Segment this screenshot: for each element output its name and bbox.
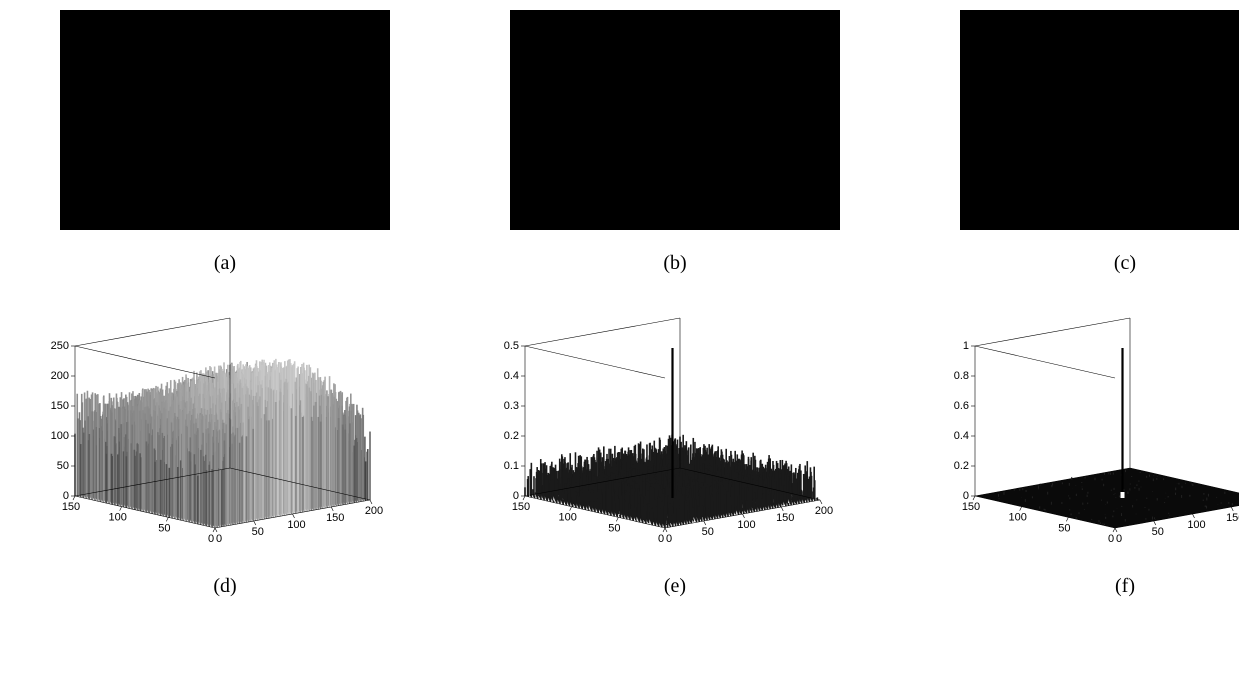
panel-a-image bbox=[60, 10, 390, 230]
svg-text:0: 0 bbox=[216, 533, 222, 545]
svg-text:50: 50 bbox=[252, 526, 264, 538]
svg-text:0: 0 bbox=[208, 533, 214, 545]
svg-text:100: 100 bbox=[51, 430, 69, 442]
panel-b-image bbox=[510, 10, 840, 230]
plot-d-svg: 050100150200250050100150200050100150 bbox=[40, 303, 410, 553]
plot-e: 00.10.20.30.40.5050100150200050100150 bbox=[490, 303, 860, 553]
plot-d: 050100150200250050100150200050100150 bbox=[40, 303, 410, 553]
svg-text:50: 50 bbox=[57, 460, 69, 472]
svg-text:50: 50 bbox=[158, 522, 170, 534]
svg-text:150: 150 bbox=[51, 400, 69, 412]
caption-c: (c) bbox=[940, 240, 1239, 293]
plot-e-svg: 00.10.20.30.40.5050100150200050100150 bbox=[490, 303, 860, 553]
panel-c-image bbox=[960, 10, 1239, 230]
caption-e: (e) bbox=[490, 563, 860, 616]
caption-b: (b) bbox=[490, 240, 860, 293]
svg-text:150: 150 bbox=[62, 501, 80, 513]
svg-text:150: 150 bbox=[326, 512, 344, 524]
caption-f: (f) bbox=[940, 563, 1239, 616]
svg-text:200: 200 bbox=[51, 370, 69, 382]
plot-f-svg: 00.20.40.60.81050100150200050100150 bbox=[940, 303, 1239, 553]
svg-text:100: 100 bbox=[108, 512, 126, 524]
svg-text:200: 200 bbox=[365, 505, 383, 517]
svg-text:250: 250 bbox=[51, 340, 69, 352]
svg-text:100: 100 bbox=[287, 519, 305, 531]
caption-a: (a) bbox=[40, 240, 410, 293]
caption-d: (d) bbox=[40, 563, 410, 616]
plot-f: 00.20.40.60.81050100150200050100150 bbox=[940, 303, 1239, 553]
figure-grid: (a) (b) (c) 0 50 100 150 200 250 0 50 100 150 200 0… bbox=[0, 0, 1239, 636]
